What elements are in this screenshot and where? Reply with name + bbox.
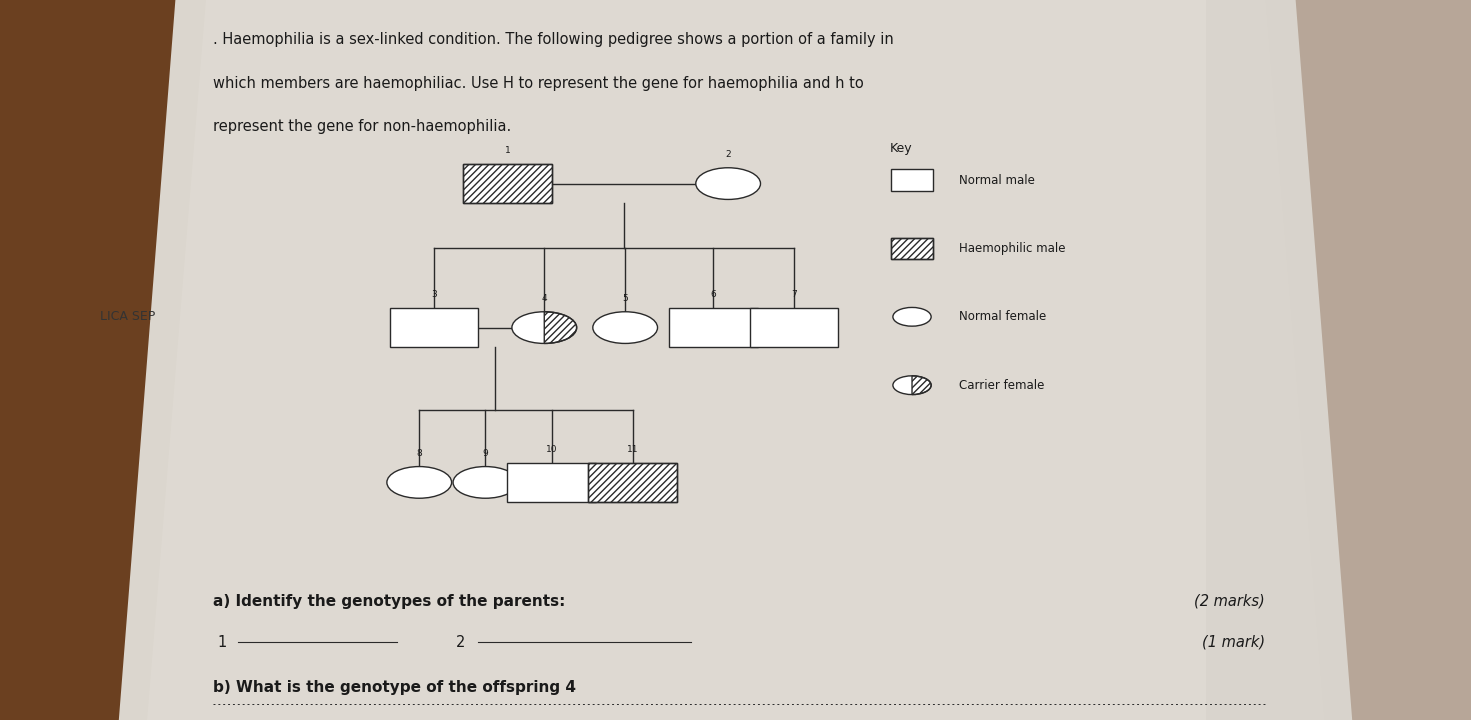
Text: LICA SEP: LICA SEP <box>100 310 156 323</box>
Text: 4: 4 <box>541 294 547 303</box>
Circle shape <box>696 168 761 199</box>
Text: 6: 6 <box>710 290 716 300</box>
Bar <box>750 307 838 347</box>
Bar <box>588 463 677 503</box>
Text: (2 marks): (2 marks) <box>1194 594 1265 609</box>
Bar <box>891 169 933 191</box>
Text: 9: 9 <box>482 449 488 458</box>
Text: Haemophilic male: Haemophilic male <box>959 242 1065 255</box>
Text: a) Identify the genotypes of the parents:: a) Identify the genotypes of the parents… <box>213 594 566 609</box>
Text: 1: 1 <box>505 146 510 155</box>
Text: 5: 5 <box>622 294 628 303</box>
Text: represent the gene for non-haemophilia.: represent the gene for non-haemophilia. <box>213 119 512 134</box>
Bar <box>891 238 933 259</box>
Bar <box>507 463 596 503</box>
Circle shape <box>512 312 577 343</box>
Text: 3: 3 <box>431 290 437 300</box>
Text: 2: 2 <box>725 150 731 159</box>
Polygon shape <box>118 0 1353 720</box>
Text: 1: 1 <box>218 635 227 649</box>
Bar <box>891 238 933 259</box>
Text: b) What is the genotype of the offspring 4: b) What is the genotype of the offspring… <box>213 680 577 696</box>
Circle shape <box>453 467 518 498</box>
Polygon shape <box>147 0 1324 720</box>
Polygon shape <box>1206 0 1471 720</box>
Text: 2: 2 <box>456 635 465 649</box>
Text: 10: 10 <box>546 445 558 454</box>
Bar <box>463 163 552 203</box>
Text: Normal male: Normal male <box>959 174 1036 186</box>
Text: 8: 8 <box>416 449 422 458</box>
Circle shape <box>893 376 931 395</box>
Text: Carrier female: Carrier female <box>959 379 1044 392</box>
Bar <box>463 163 552 203</box>
Circle shape <box>893 307 931 326</box>
Bar <box>390 307 478 347</box>
Bar <box>588 463 677 503</box>
Text: Key: Key <box>890 142 912 155</box>
Text: . Haemophilia is a sex-linked condition. The following pedigree shows a portion : . Haemophilia is a sex-linked condition.… <box>213 32 894 48</box>
Bar <box>669 307 758 347</box>
Circle shape <box>387 467 452 498</box>
Text: 11: 11 <box>627 445 638 454</box>
Text: (1 mark): (1 mark) <box>1202 635 1265 649</box>
Text: Normal female: Normal female <box>959 310 1046 323</box>
Text: 7: 7 <box>791 290 797 300</box>
Circle shape <box>593 312 658 343</box>
Text: which members are haemophiliac. Use H to represent the gene for haemophilia and : which members are haemophiliac. Use H to… <box>213 76 863 91</box>
